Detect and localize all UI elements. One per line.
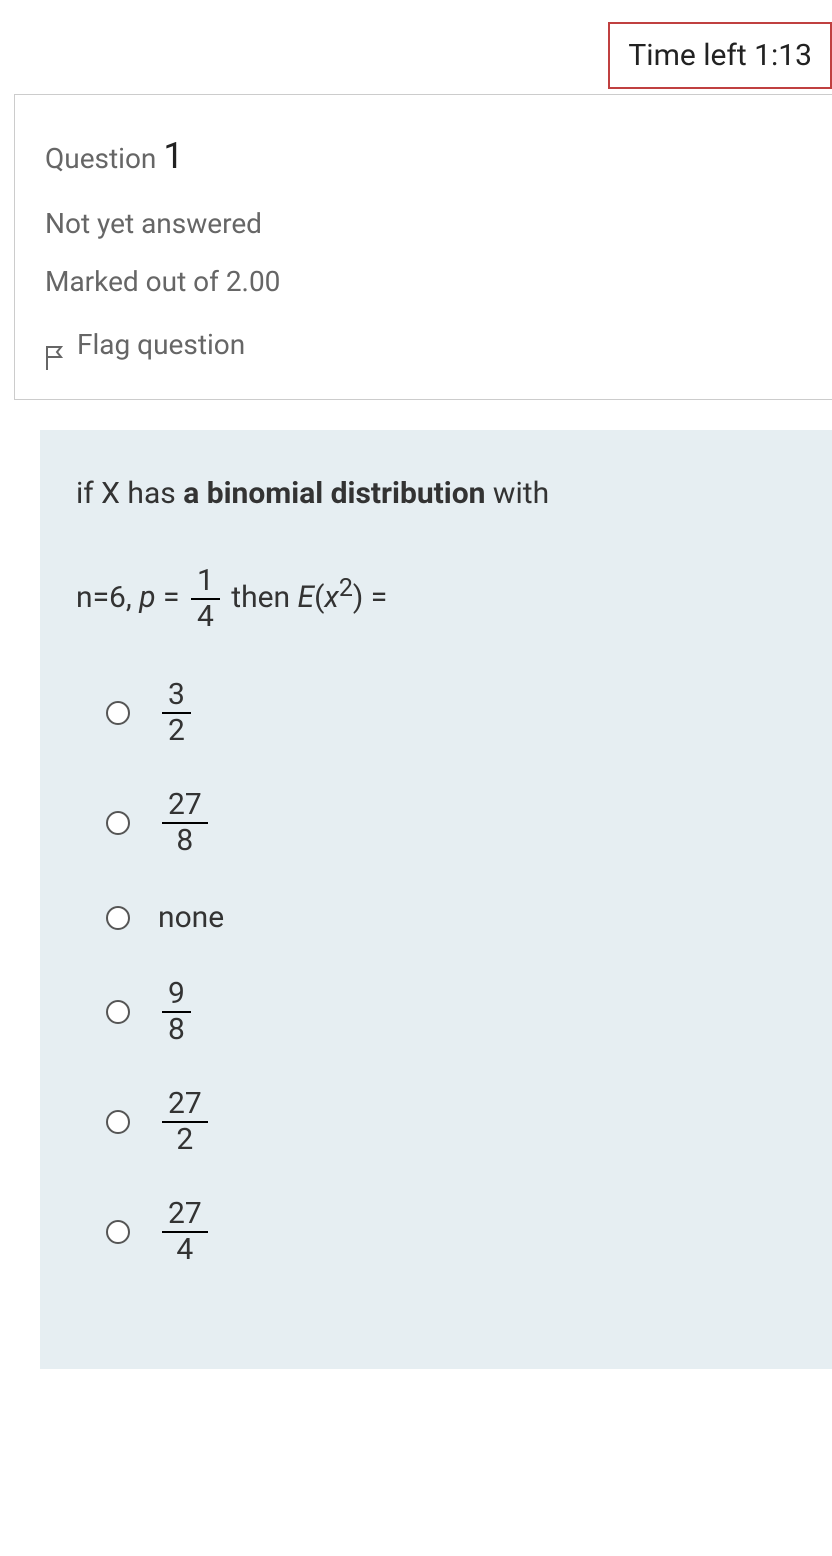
option-0[interactable]: 32 — [106, 680, 796, 746]
option-fraction-0: 32 — [162, 680, 191, 746]
question-body: if X has a binomial distribution with n=… — [40, 430, 832, 1369]
question-meta-panel: Question 1 Not yet answered Marked out o… — [14, 94, 832, 400]
time-left-label: Time left — [628, 38, 746, 73]
option-label-1: 278 — [158, 790, 218, 856]
option-3[interactable]: 98 — [106, 979, 796, 1045]
option-label-0: 32 — [158, 680, 218, 746]
option-den-3: 8 — [162, 1013, 191, 1045]
flag-question-link[interactable]: Flag question — [45, 316, 802, 375]
q-bold: a binomial distribution — [183, 476, 485, 511]
option-2[interactable]: none — [106, 900, 796, 935]
q-p-num: 1 — [191, 566, 220, 600]
q-p: p — [139, 580, 155, 615]
q-eq: = — [156, 580, 187, 615]
q-paren-open: ( — [314, 580, 324, 615]
flag-label: Flag question — [77, 316, 245, 375]
option-radio-4[interactable] — [106, 1110, 130, 1134]
q-with: with — [485, 476, 549, 511]
question-status: Not yet answered — [45, 195, 802, 254]
q-prefix: if X has — [76, 476, 183, 511]
option-label-4: 272 — [158, 1089, 218, 1155]
option-label-5: 274 — [158, 1199, 218, 1265]
option-4[interactable]: 272 — [106, 1089, 796, 1155]
question-marks: Marked out of 2.00 — [45, 253, 802, 312]
option-num-3: 9 — [162, 979, 191, 1013]
option-radio-3[interactable] — [106, 1000, 130, 1024]
q-p-fraction: 14 — [191, 566, 220, 632]
option-radio-0[interactable] — [106, 701, 130, 725]
option-fraction-4: 272 — [162, 1089, 208, 1155]
option-radio-5[interactable] — [106, 1220, 130, 1244]
option-label-2: none — [158, 900, 224, 935]
option-fraction-3: 98 — [162, 979, 191, 1045]
option-den-1: 8 — [162, 824, 208, 856]
option-radio-2[interactable] — [106, 906, 130, 930]
flag-icon — [45, 333, 65, 359]
option-num-1: 27 — [162, 790, 208, 824]
q-paren-close: ) — [353, 580, 363, 615]
question-number-row: Question 1 — [45, 119, 802, 195]
time-left-value: 1:13 — [754, 38, 812, 73]
option-den-0: 2 — [162, 714, 191, 746]
option-den-4: 2 — [162, 1123, 208, 1155]
option-num-0: 3 — [162, 680, 191, 714]
option-num-5: 27 — [162, 1199, 208, 1233]
option-fraction-1: 278 — [162, 790, 208, 856]
question-number: 1 — [163, 135, 183, 177]
option-radio-1[interactable] — [106, 811, 130, 835]
question-label: Question — [45, 142, 156, 175]
options-list: 32278none98272274 — [76, 680, 796, 1265]
q-eq2: = — [363, 580, 387, 615]
q-sq: 2 — [339, 574, 353, 603]
option-1[interactable]: 278 — [106, 790, 796, 856]
q-n: n=6, — [76, 580, 139, 615]
time-left-box: Time left 1:13 — [608, 22, 832, 89]
option-den-5: 4 — [162, 1233, 208, 1265]
option-5[interactable]: 274 — [106, 1199, 796, 1265]
q-e: E — [298, 580, 315, 615]
q-p-den: 4 — [191, 600, 220, 632]
q-then: then — [224, 580, 298, 615]
question-text: if X has a binomial distribution with n=… — [76, 470, 796, 632]
option-fraction-5: 274 — [162, 1199, 208, 1265]
option-num-4: 27 — [162, 1089, 208, 1123]
option-label-3: 98 — [158, 979, 218, 1045]
q-x: x — [324, 580, 338, 615]
